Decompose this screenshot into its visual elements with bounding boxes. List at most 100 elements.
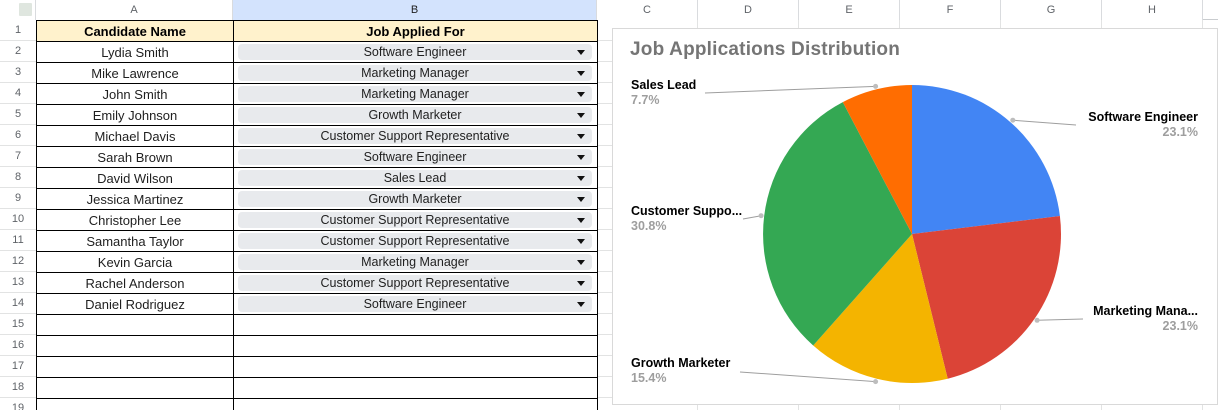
row-header-13[interactable]: 13 [0, 272, 36, 293]
column-header-d[interactable]: D [698, 0, 799, 20]
cell-job-applied-for[interactable]: Customer Support Representative [234, 210, 598, 231]
cell-job-applied-for[interactable]: Customer Support Representative [234, 126, 598, 147]
job-dropdown-value: Customer Support Representative [320, 234, 510, 248]
job-dropdown[interactable]: Software Engineer [238, 149, 592, 165]
dropdown-arrow-icon[interactable] [577, 260, 585, 265]
job-dropdown[interactable]: Sales Lead [238, 170, 592, 186]
cell-job-applied-for[interactable]: Customer Support Representative [234, 231, 598, 252]
row-header-10[interactable]: 10 [0, 209, 36, 230]
cell-job-applied-for[interactable]: Marketing Manager [234, 252, 598, 273]
cell-candidate-name[interactable]: Jessica Martinez [37, 189, 234, 210]
empty-cell[interactable] [37, 336, 234, 357]
job-dropdown[interactable]: Customer Support Representative [238, 275, 592, 291]
cell-candidate-name[interactable]: Kevin Garcia [37, 252, 234, 273]
empty-cell[interactable] [234, 399, 598, 410]
row-header-5[interactable]: 5 [0, 104, 36, 125]
empty-cell[interactable] [37, 357, 234, 378]
row-header-7[interactable]: 7 [0, 146, 36, 167]
row-header-1[interactable]: 1 [0, 20, 36, 41]
row-header-4[interactable]: 4 [0, 83, 36, 104]
pie-slice-customer-support-representative[interactable] [763, 102, 912, 346]
pie-slice-growth-marketer[interactable] [813, 234, 948, 384]
dropdown-arrow-icon[interactable] [577, 113, 585, 118]
header-cell-candidate-name[interactable]: Candidate Name [37, 21, 234, 42]
cell-candidate-name[interactable]: Christopher Lee [37, 210, 234, 231]
job-dropdown[interactable]: Software Engineer [238, 44, 592, 60]
cell-candidate-name[interactable]: David Wilson [37, 168, 234, 189]
empty-cell[interactable] [234, 357, 598, 378]
cell-candidate-name[interactable]: John Smith [37, 84, 234, 105]
header-cell-job-applied-for[interactable]: Job Applied For [234, 21, 598, 42]
dropdown-arrow-icon[interactable] [577, 302, 585, 307]
row-header-3[interactable]: 3 [0, 62, 36, 83]
row-header-16[interactable]: 16 [0, 335, 36, 356]
dropdown-arrow-icon[interactable] [577, 239, 585, 244]
column-header-e[interactable]: E [799, 0, 900, 20]
chart-card[interactable]: Job Applications Distribution Software E… [612, 28, 1218, 405]
job-dropdown[interactable]: Growth Marketer [238, 107, 592, 123]
row-header-15[interactable]: 15 [0, 314, 36, 335]
column-header-c[interactable]: C [597, 0, 698, 20]
cell-candidate-name[interactable]: Lydia Smith [37, 42, 234, 63]
row-header-9[interactable]: 9 [0, 188, 36, 209]
empty-cell[interactable] [234, 378, 598, 399]
cell-candidate-name[interactable]: Samantha Taylor [37, 231, 234, 252]
cell-job-applied-for[interactable]: Software Engineer [234, 294, 598, 315]
dropdown-arrow-icon[interactable] [577, 155, 585, 160]
dropdown-arrow-icon[interactable] [577, 176, 585, 181]
cell-candidate-name[interactable]: Sarah Brown [37, 147, 234, 168]
row-header-18[interactable]: 18 [0, 377, 36, 398]
dropdown-arrow-icon[interactable] [577, 197, 585, 202]
cell-job-applied-for[interactable]: Customer Support Representative [234, 273, 598, 294]
job-dropdown[interactable]: Software Engineer [238, 296, 592, 312]
cell-candidate-name[interactable]: Daniel Rodriguez [37, 294, 234, 315]
empty-cell[interactable] [234, 336, 598, 357]
empty-cell[interactable] [37, 315, 234, 336]
dropdown-arrow-icon[interactable] [577, 134, 585, 139]
column-header-f[interactable]: F [900, 0, 1001, 20]
dropdown-arrow-icon[interactable] [577, 281, 585, 286]
cell-job-applied-for[interactable]: Growth Marketer [234, 105, 598, 126]
cell-job-applied-for[interactable]: Growth Marketer [234, 189, 598, 210]
job-dropdown[interactable]: Growth Marketer [238, 191, 592, 207]
column-header-b[interactable]: B [233, 0, 597, 20]
column-header-h[interactable]: H [1102, 0, 1203, 20]
row-header-17[interactable]: 17 [0, 356, 36, 377]
empty-cell[interactable] [234, 315, 598, 336]
column-header-a[interactable]: A [36, 0, 233, 20]
cell-job-applied-for[interactable]: Marketing Manager [234, 63, 598, 84]
job-dropdown[interactable]: Customer Support Representative [238, 212, 592, 228]
row-header-8[interactable]: 8 [0, 167, 36, 188]
row-header-14[interactable]: 14 [0, 293, 36, 314]
job-dropdown[interactable]: Marketing Manager [238, 254, 592, 270]
pie-slice-marketing-manager[interactable] [912, 216, 1061, 379]
row-header-12[interactable]: 12 [0, 251, 36, 272]
empty-cell[interactable] [37, 378, 234, 399]
cell-candidate-name[interactable]: Mike Lawrence [37, 63, 234, 84]
empty-cell[interactable] [37, 399, 234, 410]
dropdown-arrow-icon[interactable] [577, 50, 585, 55]
cell-job-applied-for[interactable]: Marketing Manager [234, 84, 598, 105]
dropdown-arrow-icon[interactable] [577, 71, 585, 76]
cell-job-applied-for[interactable]: Sales Lead [234, 168, 598, 189]
cell-candidate-name[interactable]: Rachel Anderson [37, 273, 234, 294]
job-dropdown[interactable]: Marketing Manager [238, 86, 592, 102]
cell-job-applied-for[interactable]: Software Engineer [234, 147, 598, 168]
cell-job-applied-for[interactable]: Software Engineer [234, 42, 598, 63]
select-all-corner[interactable] [0, 0, 36, 20]
pie-slice-sales-lead[interactable] [842, 85, 912, 234]
row-header-2[interactable]: 2 [0, 41, 36, 62]
row-header-19[interactable]: 19 [0, 398, 36, 410]
column-header-g[interactable]: G [1001, 0, 1102, 20]
cell-candidate-name[interactable]: Michael Davis [37, 126, 234, 147]
dropdown-arrow-icon[interactable] [577, 218, 585, 223]
job-dropdown[interactable]: Customer Support Representative [238, 233, 592, 249]
pie-slice-software-engineer[interactable] [912, 85, 1060, 234]
job-dropdown[interactable]: Customer Support Representative [238, 128, 592, 144]
job-dropdown[interactable]: Marketing Manager [238, 65, 592, 81]
callout-line [704, 85, 876, 94]
cell-candidate-name[interactable]: Emily Johnson [37, 105, 234, 126]
row-header-11[interactable]: 11 [0, 230, 36, 251]
row-header-6[interactable]: 6 [0, 125, 36, 146]
dropdown-arrow-icon[interactable] [577, 92, 585, 97]
